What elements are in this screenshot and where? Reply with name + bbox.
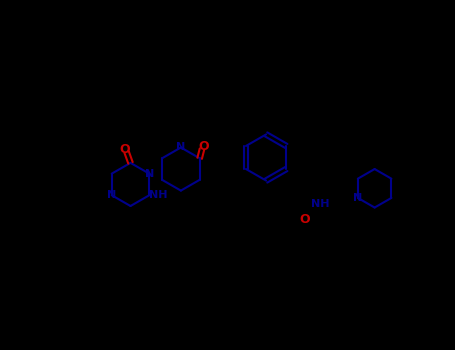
Text: N: N <box>145 169 154 178</box>
Text: N: N <box>176 142 186 153</box>
Text: NH: NH <box>311 199 329 209</box>
Text: O: O <box>119 142 130 155</box>
Text: O: O <box>198 140 209 153</box>
Text: N: N <box>107 190 116 200</box>
Text: NH: NH <box>149 190 168 200</box>
Text: N: N <box>353 193 363 203</box>
Text: O: O <box>299 212 310 226</box>
